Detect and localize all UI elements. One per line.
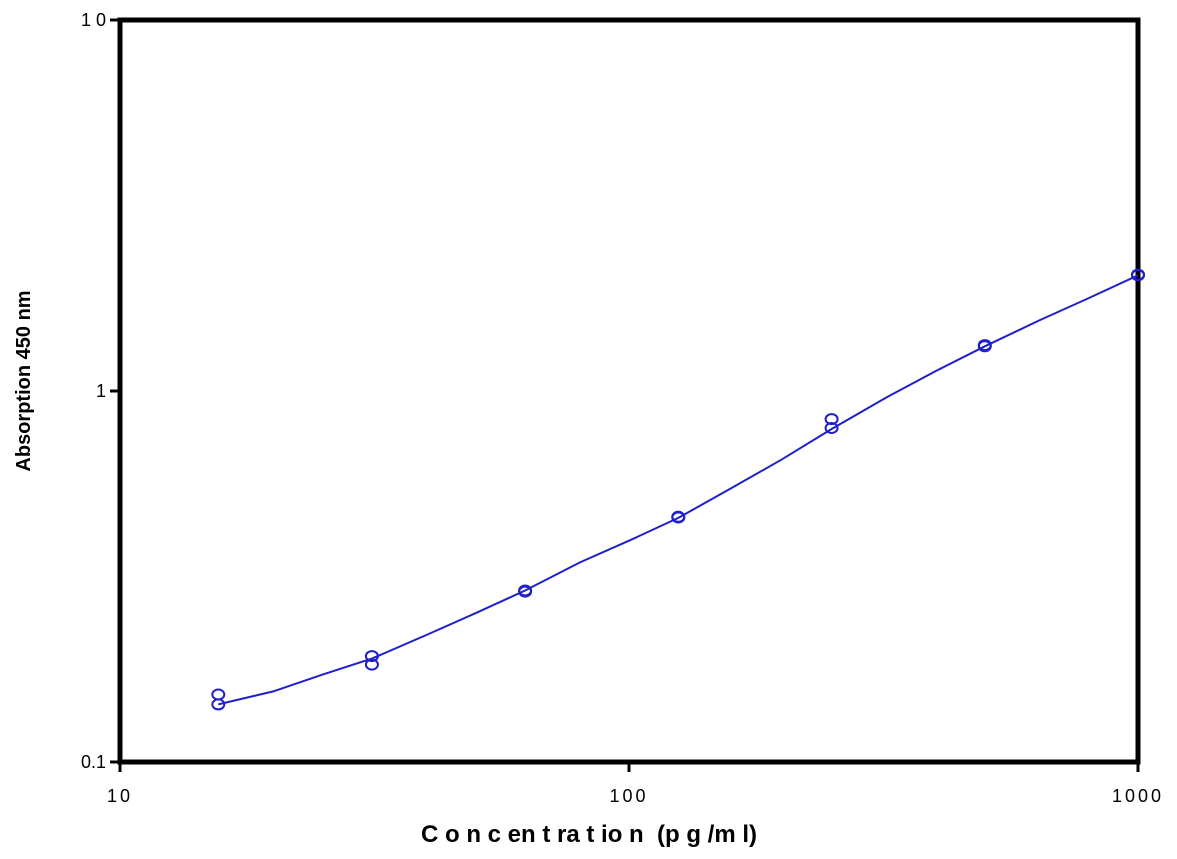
fit-line (218, 274, 1139, 706)
data-point (364, 658, 379, 671)
y-tick-label: 1 0 (81, 10, 106, 30)
data-point (824, 422, 839, 434)
x-axis-ticks: 10 100 1000 (107, 762, 1164, 806)
y-axis-ticks: 0.1 1 1 0 (81, 10, 120, 772)
y-tick-label: 0.1 (81, 752, 106, 772)
data-point (364, 650, 379, 663)
y-axis-title: Absorption 450 nm (13, 290, 35, 471)
x-tick-label: 10 (107, 786, 133, 806)
data-point (1131, 269, 1145, 282)
data-point (211, 688, 226, 701)
data-point (518, 585, 533, 598)
x-tick-label: 1000 (1112, 786, 1164, 806)
x-axis-title: C o n c en t ra t io n (p g /m l) (421, 821, 757, 848)
data-points (211, 268, 1145, 711)
data-point (977, 340, 992, 353)
y-tick-label: 1 (96, 381, 106, 401)
data-point (824, 413, 839, 426)
data-point (671, 511, 686, 524)
plot-frame (117, 17, 1141, 765)
x-tick-label: 100 (609, 786, 648, 806)
data-point (211, 698, 226, 711)
